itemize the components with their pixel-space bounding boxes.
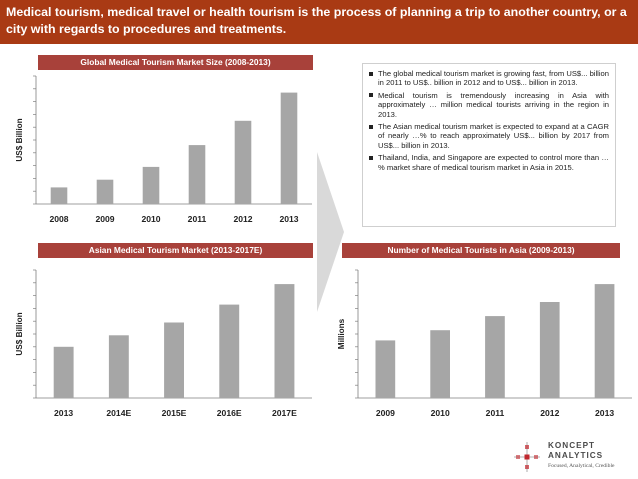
x-tick-label: 2011 — [486, 408, 505, 418]
bar-2011 — [188, 145, 206, 204]
list-item: Medical tourism is tremendously increasi… — [369, 91, 609, 119]
x-tick-label: 2012 — [233, 214, 252, 224]
header-banner: Medical tourism, medical travel or healt… — [0, 0, 638, 44]
x-tick-label: 2014E — [106, 408, 131, 418]
bar-2014E — [108, 335, 129, 398]
bar-2012 — [234, 120, 252, 204]
bullet-square-icon — [369, 155, 373, 160]
bar-2010 — [142, 166, 160, 204]
bar-2011 — [485, 316, 505, 398]
x-tick-label: 2013 — [279, 214, 298, 224]
bar-2009 — [375, 340, 396, 398]
bar-2015E — [164, 322, 184, 398]
bar-2016E — [219, 304, 240, 398]
x-tick-label: 2008 — [49, 214, 68, 224]
bar-2013 — [280, 92, 298, 204]
global-market-chart: 2008 2009 2010 2011 2012 2013 US$ Billion — [15, 75, 312, 224]
x-tick-label: 2010 — [141, 214, 160, 224]
bar-2017E — [274, 284, 295, 398]
bullet-square-icon — [369, 93, 373, 98]
tourists-chart: 2009 2010 2011 2012 2013 Millions — [337, 269, 632, 418]
insights-list: The global medical tourism market is gro… — [369, 69, 609, 172]
right-arrow-icon — [317, 152, 344, 312]
x-tick-label: 2015E — [162, 408, 187, 418]
bar-2012 — [539, 302, 560, 398]
key-insights-box: The global medical tourism market is gro… — [362, 63, 616, 227]
x-tick-label: 2009 — [376, 408, 395, 418]
x-tick-label: 2013 — [595, 408, 614, 418]
header-title: Medical tourism, medical travel or healt… — [6, 5, 627, 36]
tourists-chart-title: Number of Medical Tourists in Asia (2009… — [342, 243, 620, 258]
bullet-square-icon — [369, 124, 373, 129]
x-tick-label: 2010 — [431, 408, 450, 418]
list-item: Thailand, India, and Singapore are expec… — [369, 153, 609, 172]
koncept-analytics-logo: KONCEPT ANALYTICS Focused, Analytical, C… — [510, 440, 630, 474]
x-tick-label: 2017E — [272, 408, 297, 418]
x-tick-label: 2012 — [540, 408, 559, 418]
asian-chart-title: Asian Medical Tourism Market (2013-2017E… — [38, 243, 313, 258]
bar-2013 — [594, 284, 615, 398]
bar-2010 — [430, 330, 450, 398]
logo-cross-icon — [514, 442, 540, 472]
asian-market-chart: 2013 2014E 2015E 2016E 2017E US$ Billion — [15, 269, 312, 418]
logo-wordmark: KONCEPT ANALYTICS — [548, 441, 604, 460]
logo-tagline: Focused, Analytical, Credible — [548, 463, 615, 469]
x-tick-label: 2009 — [95, 214, 114, 224]
bar-2009 — [96, 179, 114, 204]
bullet-square-icon — [369, 71, 373, 76]
list-item: The Asian medical tourism market is expe… — [369, 122, 609, 150]
bar-2013 — [53, 346, 74, 398]
x-tick-label: 2016E — [217, 408, 242, 418]
x-tick-label: 2013 — [54, 408, 73, 418]
x-tick-label: 2011 — [188, 214, 207, 224]
y-axis-label: Millions — [337, 318, 346, 349]
y-axis-label: US$ Billion — [15, 118, 24, 161]
bar-2008 — [50, 187, 68, 204]
y-axis-label: US$ Billion — [15, 312, 24, 355]
list-item: The global medical tourism market is gro… — [369, 69, 609, 88]
global-chart-title: Global Medical Tourism Market Size (2008… — [38, 55, 313, 70]
